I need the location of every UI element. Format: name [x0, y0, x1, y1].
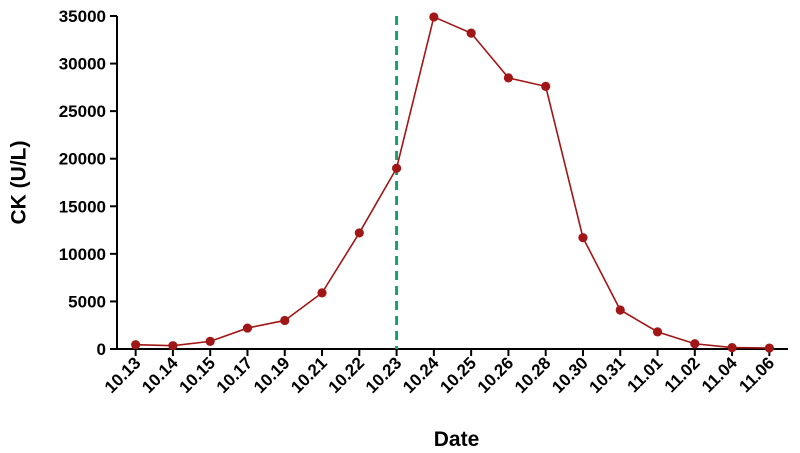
data-point: [317, 288, 327, 298]
data-point: [615, 305, 625, 315]
x-tick-label: 10.26: [474, 353, 518, 397]
x-tick-label: 10.19: [250, 353, 294, 397]
data-point: [280, 315, 290, 326]
y-tick-label: 15000: [59, 197, 106, 216]
x-tick-label: 10.25: [436, 353, 480, 397]
x-axis-title: Date: [434, 428, 480, 451]
y-tick-label: 25000: [59, 102, 106, 121]
data-point: [652, 327, 663, 337]
data-point: [727, 342, 737, 353]
data-point: [578, 233, 588, 243]
x-tick-label: 11.02: [661, 353, 704, 396]
x-tick-label: 10.13: [101, 353, 145, 397]
x-tick-label: 10.21: [287, 353, 331, 397]
data-point: [168, 341, 178, 351]
data-point: [466, 28, 476, 38]
x-tick-label: 10.17: [213, 353, 257, 397]
data-point: [242, 323, 253, 333]
data-point: [690, 339, 700, 349]
x-tick-label: 10.24: [399, 353, 443, 397]
y-axis-title: CK (U/L): [8, 141, 31, 225]
y-tick-label: 10000: [59, 245, 106, 264]
data-point: [391, 163, 402, 173]
data-point: [205, 336, 215, 346]
data-point: [541, 81, 551, 92]
y-tick-label: 30000: [59, 55, 106, 74]
x-tick-label: 10.30: [548, 353, 592, 397]
x-axis: 10.1310.1410.1510.1710.1910.2110.2210.23…: [101, 348, 788, 397]
x-tick-label: 11.06: [735, 353, 778, 396]
data-point: [354, 228, 364, 238]
y-tick-label: 0: [97, 340, 106, 359]
data-point: [429, 12, 439, 22]
x-tick-label: 10.28: [511, 353, 555, 397]
data-point: [131, 340, 141, 350]
data-point: [764, 343, 774, 353]
x-tick-label: 10.14: [138, 353, 182, 397]
series-line: [135, 15, 770, 349]
x-tick-label: 10.22: [325, 353, 369, 397]
x-tick-label: 11.04: [698, 353, 741, 396]
y-axis: 0 5000 10000 15000 20000 25000 30000 35000: [59, 7, 118, 359]
y-tick-label: 35000: [59, 7, 106, 26]
x-tick-label: 10.23: [362, 353, 406, 397]
x-tick-label: 10.31: [586, 353, 630, 397]
x-tick-label: 11.01: [623, 353, 666, 396]
y-tick-label: 5000: [68, 292, 106, 311]
series-group: [131, 12, 774, 353]
y-tick-label: 20000: [59, 150, 106, 169]
x-tick-label: 10.15: [176, 353, 220, 397]
data-point: [503, 73, 514, 83]
